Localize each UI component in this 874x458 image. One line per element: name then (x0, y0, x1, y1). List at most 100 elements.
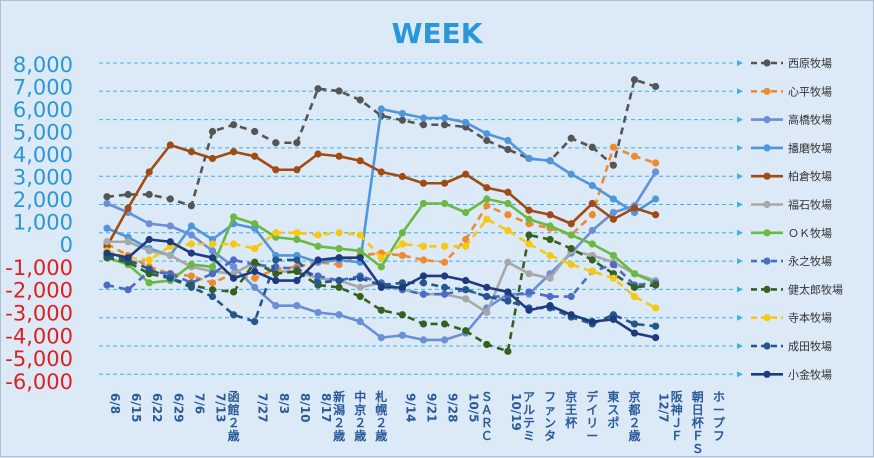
data-point (630, 329, 639, 337)
legend-swatch-point (763, 285, 771, 293)
data-point (419, 272, 428, 280)
grid-arrow (737, 258, 743, 265)
x-tick-label: 6/15 (129, 393, 143, 422)
data-point (208, 286, 217, 294)
data-point (419, 114, 428, 122)
data-point (462, 208, 470, 217)
data-point (504, 188, 512, 196)
data-point (145, 247, 153, 255)
data-point (525, 306, 533, 314)
x-tick-label: ホープフ (713, 390, 726, 443)
series-line (106, 78, 656, 208)
data-point (314, 279, 322, 287)
data-point (546, 222, 554, 230)
data-point (398, 109, 406, 118)
data-point (208, 292, 217, 301)
data-point (103, 281, 111, 289)
data-point (293, 235, 301, 244)
data-point (462, 242, 470, 250)
data-point (398, 331, 406, 339)
data-point (103, 249, 111, 257)
legend-item: 播磨牧場 (751, 141, 832, 155)
data-point (208, 254, 217, 262)
data-point (441, 199, 449, 208)
data-point (230, 121, 238, 129)
y-tick-label: -2,000 (5, 279, 73, 303)
data-point (208, 263, 217, 271)
data-point (462, 327, 470, 335)
data-point (166, 195, 174, 203)
series-ＯＫ牧場 (103, 195, 660, 287)
data-point (441, 336, 449, 344)
data-point (103, 224, 111, 232)
legend-label: 小金牧場 (788, 367, 832, 381)
legend-item: 福石牧場 (751, 198, 832, 212)
data-point (187, 260, 195, 269)
data-point (124, 286, 132, 294)
data-point (504, 145, 512, 154)
data-point (525, 270, 533, 278)
data-point (504, 258, 512, 266)
legend-label: 心平牧場 (788, 84, 832, 98)
data-point (356, 96, 364, 104)
data-point (166, 251, 174, 260)
data-point (124, 238, 132, 246)
data-point (230, 148, 238, 156)
data-point (230, 274, 238, 282)
data-point (272, 256, 280, 264)
data-point (398, 172, 406, 181)
data-point (230, 213, 238, 221)
data-point (483, 308, 491, 317)
data-point (103, 193, 111, 201)
data-point (272, 139, 280, 147)
data-point (293, 166, 301, 174)
x-tick-label: 8/17 (319, 393, 333, 422)
data-point (546, 302, 554, 310)
data-point (187, 272, 195, 280)
data-point (419, 290, 428, 298)
data-point (609, 274, 618, 282)
data-point (293, 256, 301, 264)
data-point (314, 231, 322, 239)
data-point (462, 118, 470, 127)
data-point (609, 260, 618, 269)
data-point (546, 251, 554, 260)
y-tick-label: 3,000 (13, 166, 73, 190)
data-point (398, 240, 406, 248)
data-point (356, 157, 364, 165)
data-point (398, 311, 406, 319)
y-tick-label: 6,000 (13, 98, 73, 122)
data-point (609, 143, 618, 151)
data-point (208, 154, 217, 163)
legend-label: 永之牧場 (788, 254, 832, 268)
data-point (462, 276, 470, 285)
data-point (145, 220, 153, 228)
data-point (652, 304, 660, 312)
series-柏倉牧場 (103, 141, 660, 250)
y-tick-label: 7,000 (13, 76, 73, 100)
data-point (630, 76, 639, 84)
data-point (462, 170, 470, 178)
data-point (145, 279, 153, 287)
data-point (504, 288, 512, 296)
data-point (441, 114, 449, 122)
grid-arrow (737, 60, 743, 66)
legend-label: 高橋牧場 (788, 113, 832, 127)
data-point (124, 204, 132, 212)
data-point (314, 242, 322, 250)
data-point (588, 256, 596, 264)
data-point (187, 240, 195, 248)
legend-swatch-point (763, 144, 771, 152)
legend-swatch-point (763, 87, 771, 95)
grid-arrow (737, 371, 743, 378)
data-point (251, 152, 259, 160)
legend-item: 寺本牧場 (751, 311, 832, 325)
data-point (483, 136, 491, 145)
series-line (106, 254, 656, 328)
data-point (145, 235, 153, 244)
series-line (106, 217, 657, 310)
data-point (652, 168, 660, 176)
data-point (630, 292, 639, 301)
data-point (588, 240, 596, 248)
